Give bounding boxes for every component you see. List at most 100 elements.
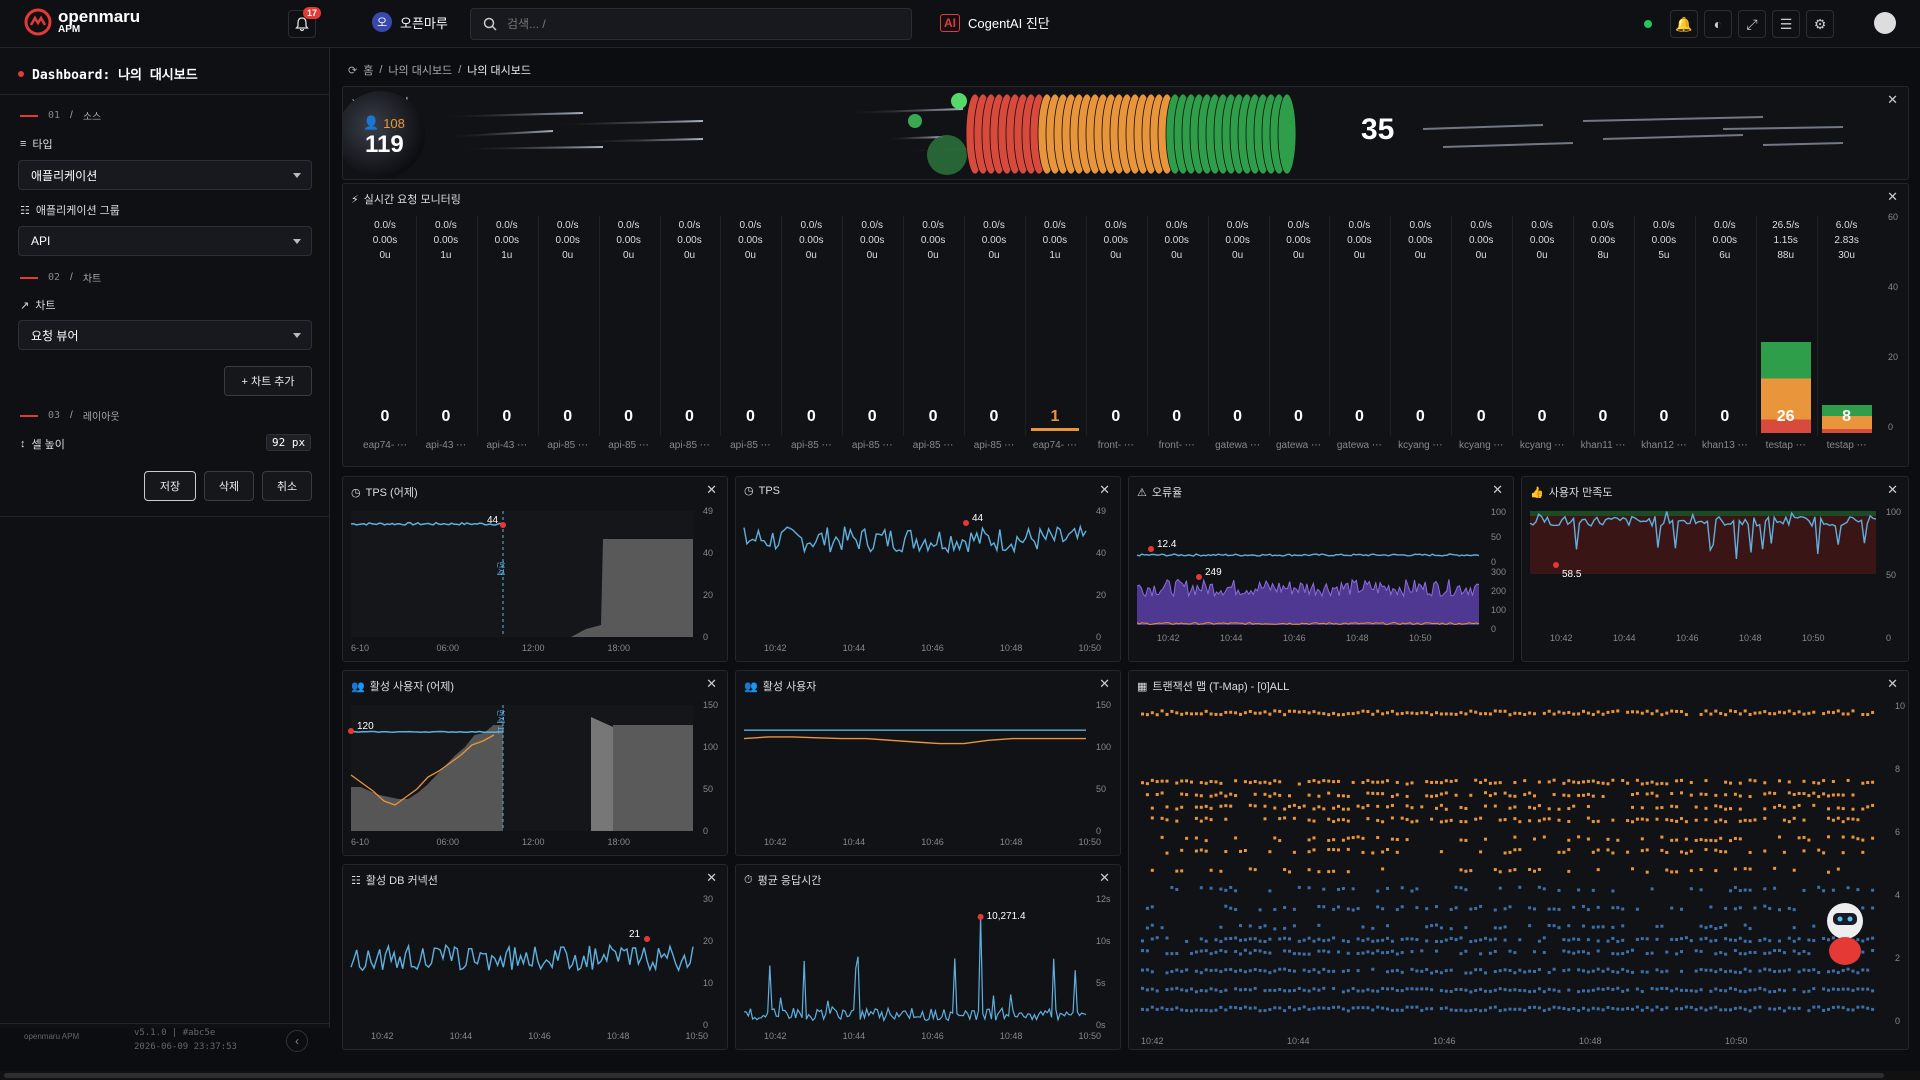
delete-button[interactable]: 삭제 bbox=[204, 471, 254, 501]
x-tick-label: 10:42 bbox=[764, 643, 787, 653]
close-icon[interactable]: ✕ bbox=[1887, 92, 1898, 107]
tmap-dot bbox=[1768, 968, 1772, 972]
tmap-dot bbox=[1317, 904, 1321, 908]
openmaru-logo-icon bbox=[24, 8, 52, 36]
tmap-dot bbox=[1141, 781, 1144, 785]
close-icon[interactable]: ✕ bbox=[1099, 870, 1110, 885]
tmap-dot bbox=[1430, 924, 1434, 928]
tmap-dot bbox=[1841, 793, 1845, 797]
tmap-dot bbox=[1738, 971, 1742, 975]
x-tick-label: 10:46 bbox=[1676, 633, 1699, 643]
tmap-dot bbox=[1263, 1009, 1267, 1013]
tmap-dot bbox=[1606, 986, 1610, 990]
tmap-dot bbox=[1390, 987, 1394, 991]
tmap-dot bbox=[1312, 779, 1316, 783]
gear-icon[interactable]: ⚙ bbox=[1806, 10, 1834, 38]
group-select[interactable]: API bbox=[18, 226, 312, 256]
close-icon[interactable]: ✕ bbox=[1887, 189, 1898, 204]
tmap-dot bbox=[1724, 780, 1728, 784]
tmap-dot bbox=[1704, 818, 1708, 822]
tmap-dot bbox=[1831, 969, 1835, 973]
tmap-dot bbox=[1655, 937, 1659, 941]
tmap-dot bbox=[1312, 710, 1316, 714]
close-icon[interactable]: ✕ bbox=[1099, 482, 1110, 497]
tps-line bbox=[743, 524, 1087, 555]
close-icon[interactable]: ✕ bbox=[706, 676, 717, 691]
tmap-dot bbox=[1513, 805, 1517, 809]
mark-dot bbox=[500, 522, 506, 528]
tmap-dot bbox=[1430, 971, 1434, 975]
search-box[interactable] bbox=[470, 8, 912, 40]
tmap-dot bbox=[1753, 711, 1757, 715]
tmap-dot bbox=[1547, 907, 1551, 911]
user-avatar-icon[interactable] bbox=[1874, 12, 1896, 34]
rt-divider bbox=[1694, 216, 1696, 436]
horizontal-scrollbar[interactable] bbox=[0, 1071, 1920, 1080]
refresh-icon[interactable]: ⟳ bbox=[348, 64, 358, 77]
rt-server-name: eap74- ⋯ bbox=[1032, 440, 1077, 451]
logo[interactable]: openmaru APM bbox=[24, 8, 140, 36]
close-icon[interactable]: ✕ bbox=[1492, 482, 1503, 497]
scroll-thumb[interactable] bbox=[4, 1073, 1884, 1078]
search-input[interactable] bbox=[507, 17, 887, 31]
tmap-dot bbox=[1175, 1006, 1179, 1010]
type-select[interactable]: 애플리케이션 bbox=[18, 160, 312, 190]
tmap-dot bbox=[1714, 820, 1718, 824]
tmap-dot bbox=[1729, 781, 1732, 785]
save-button[interactable]: 저장 bbox=[144, 471, 196, 501]
rt-divider bbox=[1573, 216, 1574, 436]
top-bar: openmaru APM 17 오 오픈마루 AI CogentAI 진단 🔔 … bbox=[0, 0, 1920, 48]
tmap-dot bbox=[1204, 968, 1208, 972]
rt-server-name: kcyang ⋯ bbox=[1398, 440, 1443, 451]
tmap-dot bbox=[1738, 952, 1742, 956]
tmap-dot bbox=[1283, 936, 1287, 940]
close-icon[interactable]: ✕ bbox=[1099, 676, 1110, 691]
red-dot-icon bbox=[18, 70, 24, 77]
tmap-dot bbox=[1577, 888, 1581, 892]
close-icon[interactable]: ✕ bbox=[1887, 676, 1898, 691]
tmap-dot bbox=[1263, 989, 1267, 993]
rt-count: 0 bbox=[502, 408, 512, 425]
tmap-dot bbox=[1292, 907, 1296, 911]
menu-icon[interactable]: ☰ bbox=[1772, 10, 1800, 38]
rt-count: 0 bbox=[806, 408, 816, 425]
tmap-dot bbox=[1268, 971, 1272, 975]
notification-button[interactable]: 17 bbox=[288, 7, 321, 38]
database-icon: ☷ bbox=[351, 874, 361, 887]
tmap-dot bbox=[1145, 1008, 1149, 1012]
cell-height-value[interactable]: 92 px bbox=[266, 434, 312, 451]
chart-select[interactable]: 요청 뷰어 bbox=[18, 320, 312, 350]
tmap-dot bbox=[1381, 1006, 1385, 1010]
cancel-button[interactable]: 취소 bbox=[262, 471, 312, 501]
tmap-dot bbox=[1582, 924, 1585, 928]
tmap-dot bbox=[1180, 969, 1184, 973]
tmap-dot bbox=[1381, 780, 1385, 784]
tmap-dot bbox=[1435, 780, 1438, 784]
close-icon[interactable]: ✕ bbox=[1887, 482, 1898, 497]
cogent-ai-button[interactable]: AI CogentAI 진단 bbox=[940, 13, 1050, 32]
tmap-dot bbox=[1591, 794, 1595, 798]
alarm-bell-icon[interactable]: 🔔 bbox=[1670, 10, 1698, 38]
y-tick-label: 300 bbox=[1491, 567, 1506, 577]
collapse-sidebar-button[interactable]: ‹ bbox=[286, 1030, 308, 1052]
breadcrumb-dashboard[interactable]: 나의 대시보드 bbox=[388, 65, 453, 77]
tmap-dot bbox=[1288, 804, 1291, 808]
tmap-dot bbox=[1484, 1008, 1487, 1012]
tmap-dot bbox=[1439, 1007, 1443, 1011]
tmap-dot bbox=[1714, 804, 1718, 808]
tmap-dot bbox=[1699, 888, 1703, 892]
fullscreen-icon[interactable]: ⤢ bbox=[1738, 10, 1766, 38]
panel-title-text: 트랜잭션 맵 (T-Map) - [0]ALL bbox=[1152, 681, 1290, 693]
tmap-dot bbox=[1812, 791, 1816, 795]
add-chart-button[interactable]: + 차트 추가 bbox=[224, 366, 312, 396]
tmap-dot bbox=[1435, 939, 1438, 943]
close-icon[interactable]: ✕ bbox=[706, 870, 717, 885]
org-selector[interactable]: 오 오픈마루 bbox=[372, 12, 448, 32]
tmap-dot bbox=[1748, 969, 1752, 973]
close-icon[interactable]: ✕ bbox=[706, 482, 717, 497]
breadcrumb-home[interactable]: 홈 bbox=[363, 65, 374, 77]
tmap-dot bbox=[1660, 806, 1664, 810]
rt-column-stats: 0.0/s 0.00s 0u bbox=[660, 218, 720, 263]
theme-toggle-icon[interactable]: ◐ bbox=[1704, 10, 1732, 38]
